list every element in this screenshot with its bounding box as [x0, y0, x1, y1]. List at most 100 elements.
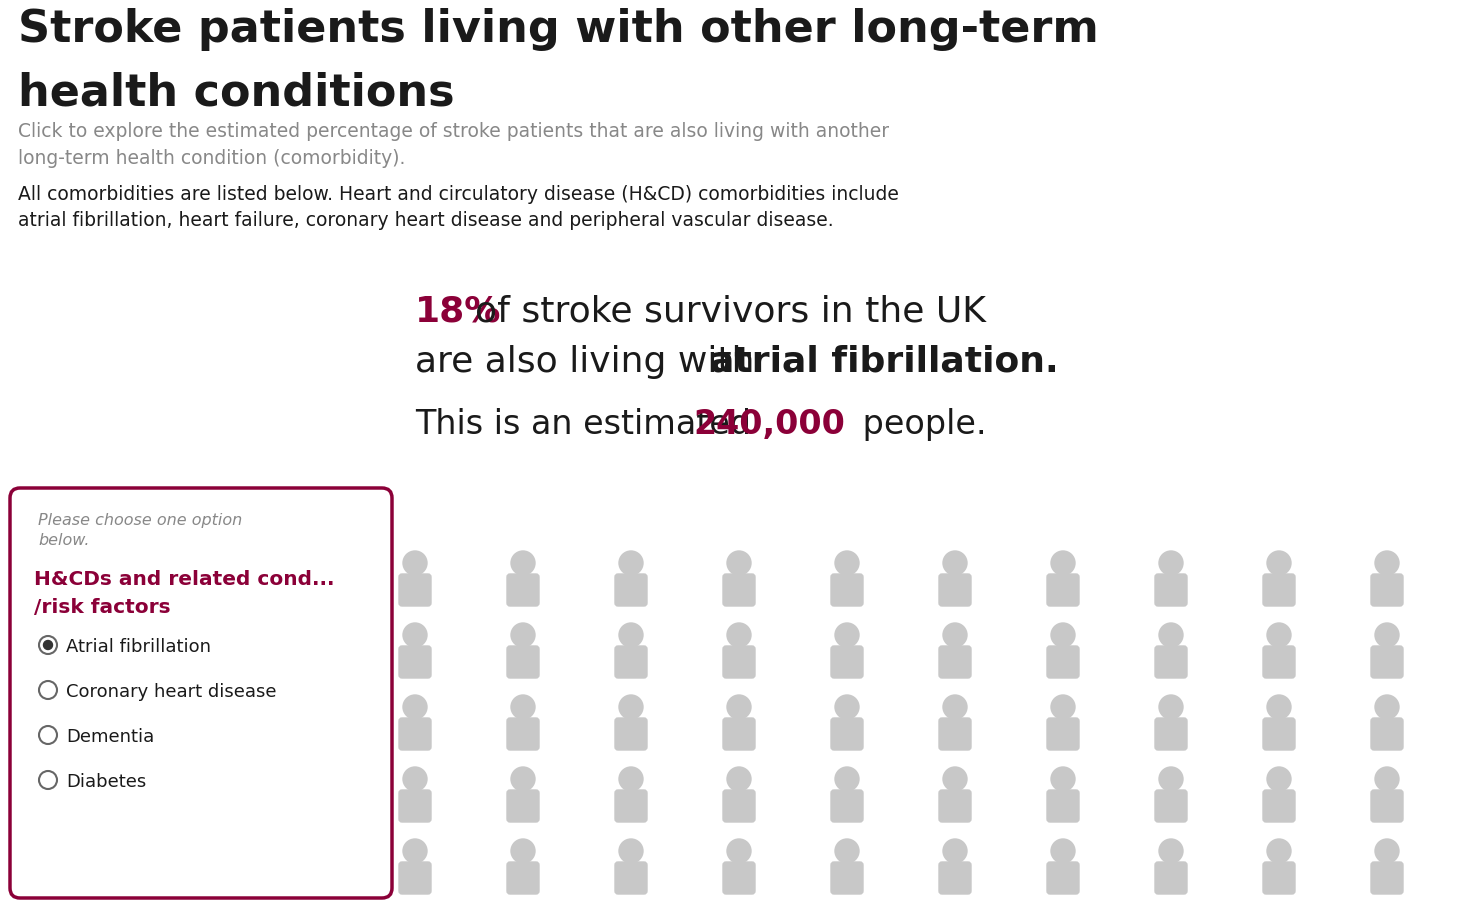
FancyBboxPatch shape [1370, 790, 1403, 822]
Circle shape [1051, 839, 1075, 863]
FancyBboxPatch shape [832, 862, 863, 894]
FancyBboxPatch shape [1370, 646, 1403, 678]
Text: 18%: 18% [415, 295, 502, 329]
Circle shape [944, 623, 967, 647]
Text: Stroke patients living with other long-term: Stroke patients living with other long-t… [18, 8, 1098, 51]
FancyBboxPatch shape [1047, 790, 1079, 822]
FancyBboxPatch shape [939, 646, 972, 678]
Circle shape [620, 551, 643, 575]
FancyBboxPatch shape [1047, 646, 1079, 678]
FancyBboxPatch shape [832, 718, 863, 750]
Circle shape [1051, 623, 1075, 647]
FancyBboxPatch shape [506, 718, 539, 750]
FancyBboxPatch shape [1263, 646, 1295, 678]
Circle shape [38, 681, 57, 699]
Circle shape [727, 695, 751, 719]
Circle shape [944, 551, 967, 575]
FancyBboxPatch shape [723, 862, 755, 894]
FancyBboxPatch shape [939, 790, 972, 822]
FancyBboxPatch shape [723, 574, 755, 606]
FancyBboxPatch shape [1047, 574, 1079, 606]
Text: atrial fibrillation.: atrial fibrillation. [710, 345, 1058, 379]
Circle shape [1051, 767, 1075, 791]
Circle shape [620, 767, 643, 791]
Text: Dementia: Dementia [66, 728, 155, 746]
FancyBboxPatch shape [1263, 718, 1295, 750]
FancyBboxPatch shape [1263, 862, 1295, 894]
FancyBboxPatch shape [615, 790, 648, 822]
Circle shape [38, 726, 57, 744]
Circle shape [1158, 767, 1183, 791]
Circle shape [1051, 695, 1075, 719]
Circle shape [835, 551, 860, 575]
FancyBboxPatch shape [939, 862, 972, 894]
FancyBboxPatch shape [1156, 718, 1186, 750]
Circle shape [1375, 767, 1398, 791]
FancyBboxPatch shape [615, 646, 648, 678]
Circle shape [727, 551, 751, 575]
Text: are also living with: are also living with [415, 345, 765, 379]
Text: health conditions: health conditions [18, 72, 455, 115]
Circle shape [835, 839, 860, 863]
FancyBboxPatch shape [506, 646, 539, 678]
Circle shape [1158, 623, 1183, 647]
FancyBboxPatch shape [10, 488, 392, 898]
Circle shape [1267, 551, 1291, 575]
Text: All comorbidities are listed below. Heart and circulatory disease (H&CD) comorbi: All comorbidities are listed below. Hear… [18, 185, 899, 231]
Circle shape [727, 839, 751, 863]
FancyBboxPatch shape [1370, 862, 1403, 894]
Text: Click to explore the estimated percentage of stroke patients that are also livin: Click to explore the estimated percentag… [18, 122, 889, 167]
FancyBboxPatch shape [939, 718, 972, 750]
Text: Coronary heart disease: Coronary heart disease [66, 683, 277, 701]
Circle shape [727, 623, 751, 647]
FancyBboxPatch shape [1156, 790, 1186, 822]
FancyBboxPatch shape [832, 646, 863, 678]
Circle shape [38, 636, 57, 654]
Circle shape [511, 551, 534, 575]
Circle shape [1267, 623, 1291, 647]
Circle shape [1375, 839, 1398, 863]
Text: This is an estimated: This is an estimated [415, 408, 761, 441]
FancyBboxPatch shape [1047, 718, 1079, 750]
FancyBboxPatch shape [506, 574, 539, 606]
FancyBboxPatch shape [723, 646, 755, 678]
FancyBboxPatch shape [506, 862, 539, 894]
Circle shape [944, 839, 967, 863]
Circle shape [1267, 767, 1291, 791]
FancyBboxPatch shape [399, 862, 431, 894]
Circle shape [403, 839, 427, 863]
Circle shape [944, 767, 967, 791]
Circle shape [1375, 695, 1398, 719]
Circle shape [1267, 695, 1291, 719]
FancyBboxPatch shape [1263, 574, 1295, 606]
FancyBboxPatch shape [399, 574, 431, 606]
FancyBboxPatch shape [615, 718, 648, 750]
Circle shape [1158, 551, 1183, 575]
Text: Atrial fibrillation: Atrial fibrillation [66, 638, 210, 656]
Circle shape [620, 623, 643, 647]
FancyBboxPatch shape [723, 790, 755, 822]
FancyBboxPatch shape [399, 718, 431, 750]
Circle shape [1375, 551, 1398, 575]
FancyBboxPatch shape [615, 862, 648, 894]
Circle shape [403, 623, 427, 647]
Circle shape [620, 839, 643, 863]
Circle shape [403, 767, 427, 791]
Circle shape [403, 551, 427, 575]
Circle shape [944, 695, 967, 719]
FancyBboxPatch shape [1370, 718, 1403, 750]
FancyBboxPatch shape [399, 790, 431, 822]
Text: /risk factors: /risk factors [34, 598, 171, 617]
FancyBboxPatch shape [723, 718, 755, 750]
Text: of stroke survivors in the UK: of stroke survivors in the UK [475, 295, 986, 329]
Circle shape [511, 767, 534, 791]
FancyBboxPatch shape [1156, 574, 1186, 606]
Circle shape [1375, 623, 1398, 647]
FancyBboxPatch shape [1263, 790, 1295, 822]
Circle shape [511, 623, 534, 647]
Circle shape [835, 623, 860, 647]
Circle shape [835, 767, 860, 791]
FancyBboxPatch shape [1047, 862, 1079, 894]
Circle shape [1158, 839, 1183, 863]
FancyBboxPatch shape [832, 574, 863, 606]
